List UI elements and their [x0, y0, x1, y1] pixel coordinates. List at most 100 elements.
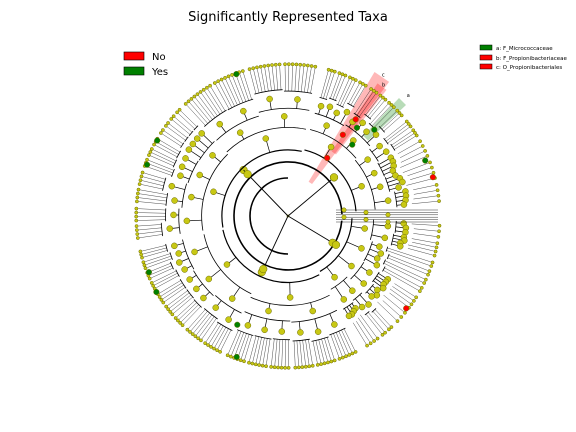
leaf-node — [399, 113, 404, 118]
leaf-node — [429, 264, 434, 268]
leaf-branch — [139, 230, 163, 235]
leaf-branch — [365, 96, 380, 116]
leaf-branch — [181, 304, 199, 322]
leaf-branch — [339, 80, 353, 106]
figure-title: Significantly Represented Taxa — [188, 10, 388, 25]
group-arc — [292, 338, 310, 342]
leaf-node — [337, 356, 342, 361]
taxon-node — [228, 295, 236, 302]
leaf-node — [188, 330, 192, 334]
leaf-node — [358, 80, 362, 85]
leaf-node — [139, 252, 144, 257]
leaf-node — [216, 79, 221, 84]
significant-node — [429, 174, 436, 181]
leaf-node — [436, 234, 441, 239]
group-arc — [365, 283, 374, 294]
taxon-node — [365, 301, 372, 308]
leaf-node — [395, 108, 400, 113]
leaf-node — [135, 236, 140, 240]
clade-markers: a b c — [382, 73, 410, 100]
leaf-node — [319, 362, 324, 366]
leaf-branch — [201, 318, 217, 339]
group-arc — [382, 266, 386, 272]
group-arc — [193, 299, 202, 308]
leaf-branch — [308, 339, 313, 365]
leaf-node — [269, 365, 273, 369]
leaf-branch — [244, 335, 253, 360]
leaf-branch — [198, 95, 216, 118]
leaf-node — [430, 260, 435, 265]
leaf-node — [157, 295, 162, 299]
group-arc — [328, 97, 337, 102]
leaf-node — [218, 349, 222, 354]
group-arc — [369, 219, 375, 241]
leaf-branch — [332, 75, 342, 100]
phylum-branch — [261, 215, 289, 273]
taxon-node — [183, 217, 191, 225]
leaf-branch — [407, 244, 434, 252]
leaf-branch — [142, 247, 167, 255]
leaf-node — [427, 269, 432, 273]
leaf-node — [253, 362, 258, 367]
leaf-branch — [272, 66, 275, 91]
leaf-node — [240, 69, 245, 73]
taxon-node — [376, 142, 383, 150]
leaf-node — [293, 365, 298, 370]
leaf-node — [152, 142, 156, 147]
leaf-branch — [384, 122, 406, 140]
leaf-branch — [220, 329, 232, 351]
leaf-branch — [291, 66, 293, 92]
leaf-node — [166, 121, 170, 125]
group-arc — [198, 141, 215, 161]
taxon-node — [193, 135, 201, 142]
leaf-branch — [304, 67, 308, 93]
leaf-node — [141, 260, 146, 265]
leaf-node — [374, 90, 379, 95]
leaf-node — [168, 309, 173, 314]
leaf-branch — [371, 106, 391, 127]
taxon-node — [384, 197, 392, 204]
leaf-branch — [374, 309, 391, 326]
group-arc — [215, 295, 242, 314]
leaf-branch — [407, 248, 433, 256]
leaf-node — [286, 365, 291, 370]
legend-significance: No Yes — [123, 51, 168, 78]
group-arc — [352, 292, 363, 301]
leaf-branch — [155, 145, 178, 158]
leaf-branch — [173, 296, 193, 314]
leaf-branch — [411, 201, 438, 204]
leaf-node — [225, 353, 230, 358]
leaf-branch — [231, 331, 242, 356]
taxon-node — [382, 148, 390, 155]
leaf-branch — [167, 290, 188, 306]
leaf-branch — [279, 66, 282, 90]
group-arc — [184, 136, 189, 142]
leaf-node — [381, 95, 385, 100]
leaf-branch — [315, 340, 321, 363]
taxon-node — [326, 103, 334, 111]
leaf-branch — [385, 124, 408, 142]
leaf-node — [368, 341, 373, 346]
leaf-node — [159, 131, 163, 135]
leaf-branch — [356, 321, 370, 342]
leaf-node — [423, 277, 428, 282]
leaf-node — [303, 364, 308, 369]
group-arc — [171, 168, 175, 177]
group-arc — [236, 329, 254, 337]
group-arc — [364, 113, 372, 120]
leaf-branch — [387, 257, 427, 275]
group-arc — [181, 183, 187, 208]
leaf-node — [250, 361, 255, 366]
leaf-branch — [262, 338, 268, 364]
taxon-node — [171, 197, 178, 204]
leaf-node — [414, 133, 419, 138]
leaf-branch — [358, 317, 374, 340]
leaf-branch — [183, 306, 201, 325]
leaf-branch — [360, 314, 377, 338]
leaf-branch — [302, 340, 306, 365]
group-arc — [226, 127, 307, 153]
leaf-branch — [333, 333, 343, 356]
leaf-branch — [412, 242, 435, 248]
leaf-branch — [312, 341, 318, 364]
leaf-branch — [377, 301, 397, 321]
